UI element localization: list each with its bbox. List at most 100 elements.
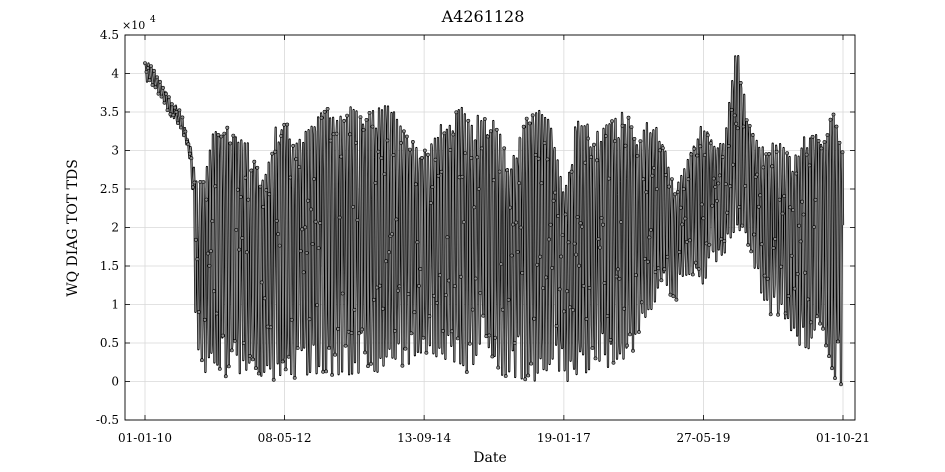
data-point [152, 68, 156, 73]
data-point [586, 136, 590, 141]
data-point [193, 237, 198, 242]
data-point [678, 205, 683, 210]
data-point [301, 270, 306, 275]
y-axis-ticks: -0.5 0 0.5 1 1.5 2 2.5 3 3.5 4 4.5 [96, 28, 855, 427]
data-point [699, 202, 704, 207]
data-point [234, 227, 239, 232]
data-point [267, 192, 272, 197]
data-point [298, 249, 303, 254]
data-point [828, 117, 833, 122]
data-point [554, 323, 559, 328]
data-point [382, 172, 387, 177]
data-point [785, 151, 790, 156]
data-point [324, 369, 329, 374]
data-point [788, 205, 793, 210]
data-point [204, 197, 209, 202]
data-point [762, 273, 767, 278]
data-point [816, 138, 821, 143]
data-point [810, 134, 815, 139]
data-point [387, 250, 391, 255]
data-point [767, 151, 772, 156]
x-axis-ticks: 01-01-10 08-05-12 13-09-14 19-01-17 27-05-19… [118, 35, 870, 445]
data-point [231, 133, 236, 138]
data-point [413, 182, 418, 187]
data-point [710, 203, 715, 208]
data-point [488, 129, 493, 134]
data-point [574, 252, 579, 257]
data-point [455, 336, 460, 341]
data-point [667, 184, 671, 189]
data-point [658, 148, 662, 153]
data-point [378, 283, 382, 288]
y-tick-label: 3 [111, 144, 119, 158]
chart-title: A4261128 [441, 7, 525, 26]
data-point [795, 271, 800, 276]
data-point [274, 218, 279, 223]
x-tick-label: 19-01-17 [537, 431, 591, 445]
data-point [500, 307, 505, 312]
data-point [532, 316, 537, 321]
data-point [719, 237, 724, 242]
data-point [562, 309, 567, 314]
data-point [593, 356, 598, 361]
data-point [818, 321, 822, 326]
y-tick-label: 2.5 [100, 182, 119, 196]
data-point [566, 240, 571, 245]
data-point [217, 366, 222, 371]
data-point [758, 193, 763, 198]
data-point [219, 134, 224, 139]
data-point [725, 210, 730, 215]
data-point [333, 352, 338, 357]
data-point [560, 233, 565, 238]
data-point [166, 95, 171, 100]
data-point [150, 83, 155, 87]
data-point [472, 205, 477, 210]
data-point [190, 185, 195, 190]
data-point [433, 157, 438, 162]
data-point [789, 253, 794, 258]
y-tick-label: 1 [111, 298, 119, 312]
data-point [765, 276, 770, 281]
data-point [454, 110, 459, 115]
data-point [737, 204, 742, 209]
data-point [396, 288, 400, 293]
data-point [635, 153, 640, 158]
data-point [241, 341, 246, 346]
data-point [475, 155, 480, 160]
data-point [607, 176, 611, 181]
data-point [634, 273, 638, 278]
data-point [430, 185, 435, 189]
data-point [741, 124, 746, 129]
data-point [228, 141, 233, 146]
data-point [833, 376, 837, 381]
data-point [331, 132, 336, 137]
data-point [439, 169, 444, 174]
data-point [662, 267, 667, 272]
data-point [321, 369, 326, 374]
data-point [493, 335, 498, 340]
data-point [268, 325, 273, 330]
data-point [670, 177, 674, 182]
data-point [539, 181, 544, 186]
data-point [620, 123, 625, 128]
data-point [425, 152, 430, 157]
data-point [303, 225, 308, 230]
data-point [628, 332, 632, 337]
data-point [369, 361, 373, 366]
data-point [577, 263, 582, 268]
data-point [659, 278, 664, 283]
y-tick-label: -0.5 [96, 413, 119, 427]
data-point [550, 265, 555, 270]
data-point [292, 375, 297, 380]
data-point [410, 139, 415, 144]
data-point [605, 314, 610, 318]
data-point [246, 197, 251, 202]
data-point [613, 139, 617, 144]
data-point [476, 187, 481, 191]
data-point [147, 78, 152, 83]
data-point [436, 173, 441, 178]
data-point [336, 326, 341, 331]
data-point [354, 140, 358, 145]
data-point [722, 239, 727, 244]
data-point [490, 354, 495, 359]
